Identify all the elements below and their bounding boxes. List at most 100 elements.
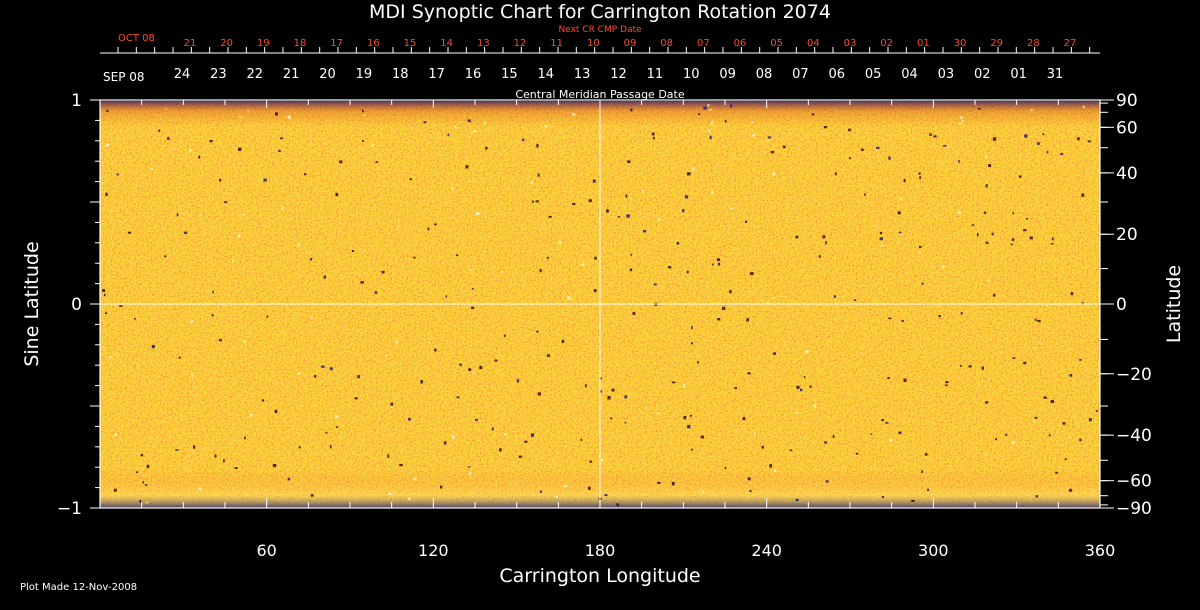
field-feature — [638, 443, 641, 446]
field-feature — [139, 500, 142, 504]
field-feature — [372, 157, 375, 160]
field-feature — [588, 199, 592, 203]
field-feature — [832, 435, 835, 439]
field-feature — [1067, 206, 1070, 209]
cmp-date-label: 20 — [319, 67, 336, 82]
field-feature — [362, 139, 364, 143]
field-feature — [556, 496, 559, 499]
field-feature — [897, 211, 901, 215]
x-axis: 60 120 180 240 300 360 — [141, 100, 1116, 560]
field-feature — [911, 499, 915, 502]
field-feature — [888, 317, 892, 320]
field-feature — [997, 422, 1000, 425]
field-feature — [1087, 140, 1091, 143]
field-feature — [976, 233, 979, 237]
field-feature — [503, 334, 506, 337]
field-feature — [1070, 292, 1074, 296]
field-feature — [207, 319, 211, 322]
field-feature — [232, 259, 235, 262]
field-feature — [456, 254, 459, 257]
field-feature — [287, 115, 291, 119]
field-feature — [724, 119, 727, 123]
field-feature — [530, 180, 533, 184]
field-feature — [455, 126, 457, 129]
field-feature — [607, 441, 610, 443]
field-feature — [1037, 340, 1042, 344]
field-feature — [160, 117, 162, 121]
y-right-tick-label: −20 — [1116, 365, 1152, 385]
field-feature — [423, 387, 427, 392]
field-feature — [766, 302, 770, 304]
x-tick-label: 120 — [418, 541, 449, 560]
field-feature — [656, 412, 660, 414]
field-feature — [576, 400, 580, 405]
field-feature — [630, 108, 633, 112]
field-feature — [795, 235, 799, 239]
field-feature — [175, 449, 179, 451]
field-feature — [310, 258, 313, 261]
field-feature — [881, 245, 884, 247]
field-feature — [773, 469, 776, 473]
field-feature — [753, 432, 756, 435]
field-feature — [106, 144, 110, 147]
field-feature — [524, 440, 528, 443]
field-feature — [903, 179, 906, 183]
field-feature — [709, 135, 712, 140]
x-tick-label: 360 — [1085, 541, 1116, 560]
field-feature — [657, 481, 661, 484]
field-feature — [537, 173, 540, 177]
field-feature — [1082, 105, 1085, 109]
field-feature — [1081, 193, 1085, 197]
field-feature — [985, 401, 989, 404]
field-feature — [1048, 434, 1051, 437]
field-feature — [592, 179, 596, 183]
field-feature — [572, 187, 575, 190]
field-feature — [202, 447, 206, 451]
field-feature — [471, 306, 475, 309]
field-feature — [183, 231, 188, 235]
field-feature — [919, 251, 921, 254]
field-feature — [450, 187, 454, 190]
field-feature — [987, 279, 990, 282]
field-feature — [717, 262, 721, 266]
field-feature — [1081, 134, 1085, 137]
field-feature — [558, 240, 562, 244]
y-right-tick-label: 40 — [1116, 164, 1138, 184]
next-date-label: 20 — [220, 38, 233, 49]
field-feature — [692, 167, 695, 171]
field-feature — [924, 453, 928, 456]
cmp-date-label: 15 — [501, 67, 518, 82]
field-feature — [485, 146, 488, 150]
field-feature — [390, 406, 394, 408]
field-feature — [822, 235, 826, 239]
field-feature — [686, 270, 689, 274]
field-feature — [1064, 458, 1067, 461]
field-feature — [212, 290, 214, 294]
field-feature — [189, 149, 192, 153]
field-feature — [244, 436, 246, 440]
field-feature — [530, 433, 535, 437]
field-feature — [929, 459, 933, 462]
field-feature — [241, 213, 245, 216]
field-feature — [297, 372, 301, 375]
field-feature — [1031, 334, 1033, 338]
next-axis-title: Next CR CMP Date — [558, 25, 642, 35]
field-feature — [992, 464, 995, 467]
field-feature — [916, 184, 920, 189]
field-feature — [767, 136, 771, 139]
field-feature — [191, 373, 194, 377]
field-feature — [1011, 441, 1015, 444]
field-feature — [805, 349, 809, 353]
field-feature — [237, 234, 241, 238]
field-feature — [434, 348, 437, 352]
field-feature — [447, 133, 450, 137]
field-feature — [958, 122, 962, 125]
next-date-label: 08 — [660, 38, 673, 49]
field-feature — [611, 388, 615, 392]
field-feature — [539, 490, 542, 493]
field-feature — [1060, 153, 1064, 156]
field-feature — [423, 121, 427, 124]
next-date-label: 03 — [844, 38, 857, 49]
field-feature — [242, 340, 246, 343]
field-feature — [413, 256, 416, 259]
